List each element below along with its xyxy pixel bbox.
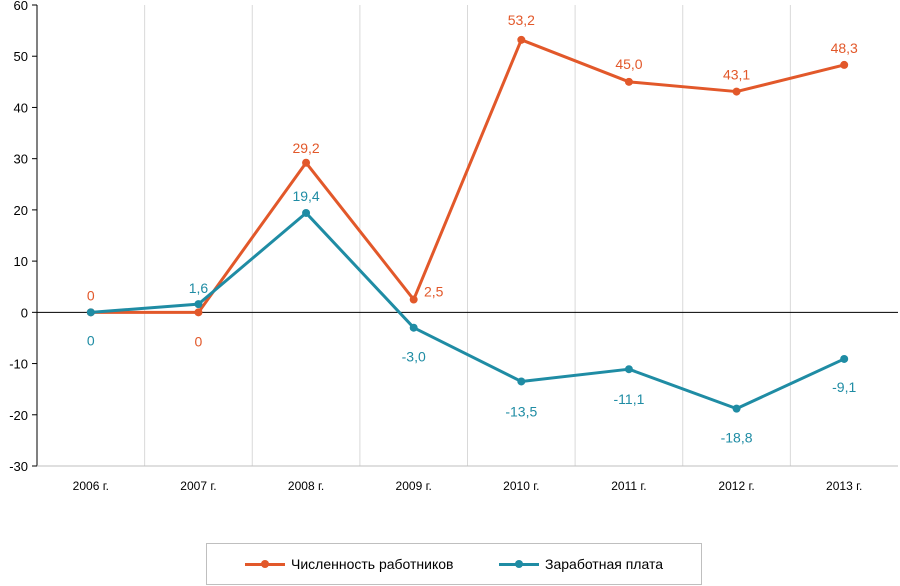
x-tick-label: 2012 г.	[718, 479, 754, 493]
legend-label-salary: Заработная плата	[545, 556, 663, 572]
y-tick-label: 30	[14, 152, 28, 167]
data-label: 29,2	[292, 140, 319, 156]
data-label: -11,1	[614, 391, 645, 407]
data-point	[517, 35, 526, 44]
data-point	[86, 308, 95, 317]
data-label: 43,1	[723, 67, 750, 83]
x-tick-label: 2009 г.	[396, 479, 432, 493]
data-point	[517, 377, 526, 386]
y-tick-label: 10	[14, 254, 28, 269]
data-label: -13,5	[505, 403, 537, 419]
data-point	[840, 60, 849, 69]
data-point	[409, 295, 418, 304]
data-labels: 0 0 29,2 2,5 53,2 45,0 43,1 48,3 0 1,6 19,4 -3,0 -13…	[87, 12, 858, 446]
data-point	[624, 365, 633, 374]
x-tick-label: 2008 г.	[288, 479, 324, 493]
legend-marker-employees	[245, 558, 285, 570]
x-tick-label: 2007 г.	[180, 479, 216, 493]
legend-dot-salary	[515, 560, 523, 568]
data-label: 45,0	[615, 56, 642, 72]
data-point	[840, 354, 849, 363]
y-tick-label: -20	[9, 408, 28, 423]
data-point	[302, 208, 311, 217]
data-label: 0	[195, 333, 203, 349]
y-tick-label: -30	[9, 459, 28, 474]
y-tick-label: 60	[14, 0, 28, 13]
data-label: -9,1	[832, 379, 856, 395]
data-point	[194, 308, 203, 317]
line-chart: 60 50 40 30 20 10 0 -10 -20 -30 2006 г. 2007 г. 2008…	[9, 0, 898, 493]
data-label: 19,4	[292, 188, 319, 204]
y-tick-label: -10	[9, 357, 28, 372]
data-label: 2,5	[424, 284, 444, 300]
data-label: 53,2	[508, 12, 535, 28]
data-point	[624, 77, 633, 86]
x-tick-label: 2010 г.	[503, 479, 539, 493]
x-tick-label: 2013 г.	[826, 479, 862, 493]
data-point	[302, 158, 311, 167]
data-point	[732, 87, 741, 96]
y-tick-label: 40	[14, 100, 28, 115]
legend-entry-employees: Численность работников	[245, 544, 454, 584]
data-label: -3,0	[402, 349, 426, 365]
series-lines	[86, 35, 849, 413]
x-tick-label: 2011 г.	[611, 479, 646, 493]
data-label: 1,6	[189, 280, 209, 296]
axes: 60 50 40 30 20 10 0 -10 -20 -30 2006 г. 2007 г. 2008…	[9, 0, 898, 493]
legend-label-employees: Численность работников	[291, 556, 454, 572]
data-point	[732, 404, 741, 413]
data-label: 0	[87, 332, 95, 348]
y-tick-label: 50	[14, 49, 28, 64]
y-tick-label: 0	[21, 305, 28, 320]
data-label: 0	[87, 287, 95, 303]
y-tick-label: 20	[14, 203, 28, 218]
legend: Численность работников Заработная плата	[206, 543, 702, 585]
data-point	[194, 300, 203, 309]
legend-dot-employees	[261, 560, 269, 568]
grid-lines	[144, 5, 791, 466]
series-line	[90, 211, 845, 411]
legend-entry-salary: Заработная плата	[499, 544, 663, 584]
x-tick-label: 2006 г.	[73, 479, 109, 493]
legend-marker-salary	[499, 558, 539, 570]
data-label: 48,3	[831, 40, 858, 56]
data-point	[409, 323, 418, 332]
data-label: -18,8	[721, 430, 753, 446]
